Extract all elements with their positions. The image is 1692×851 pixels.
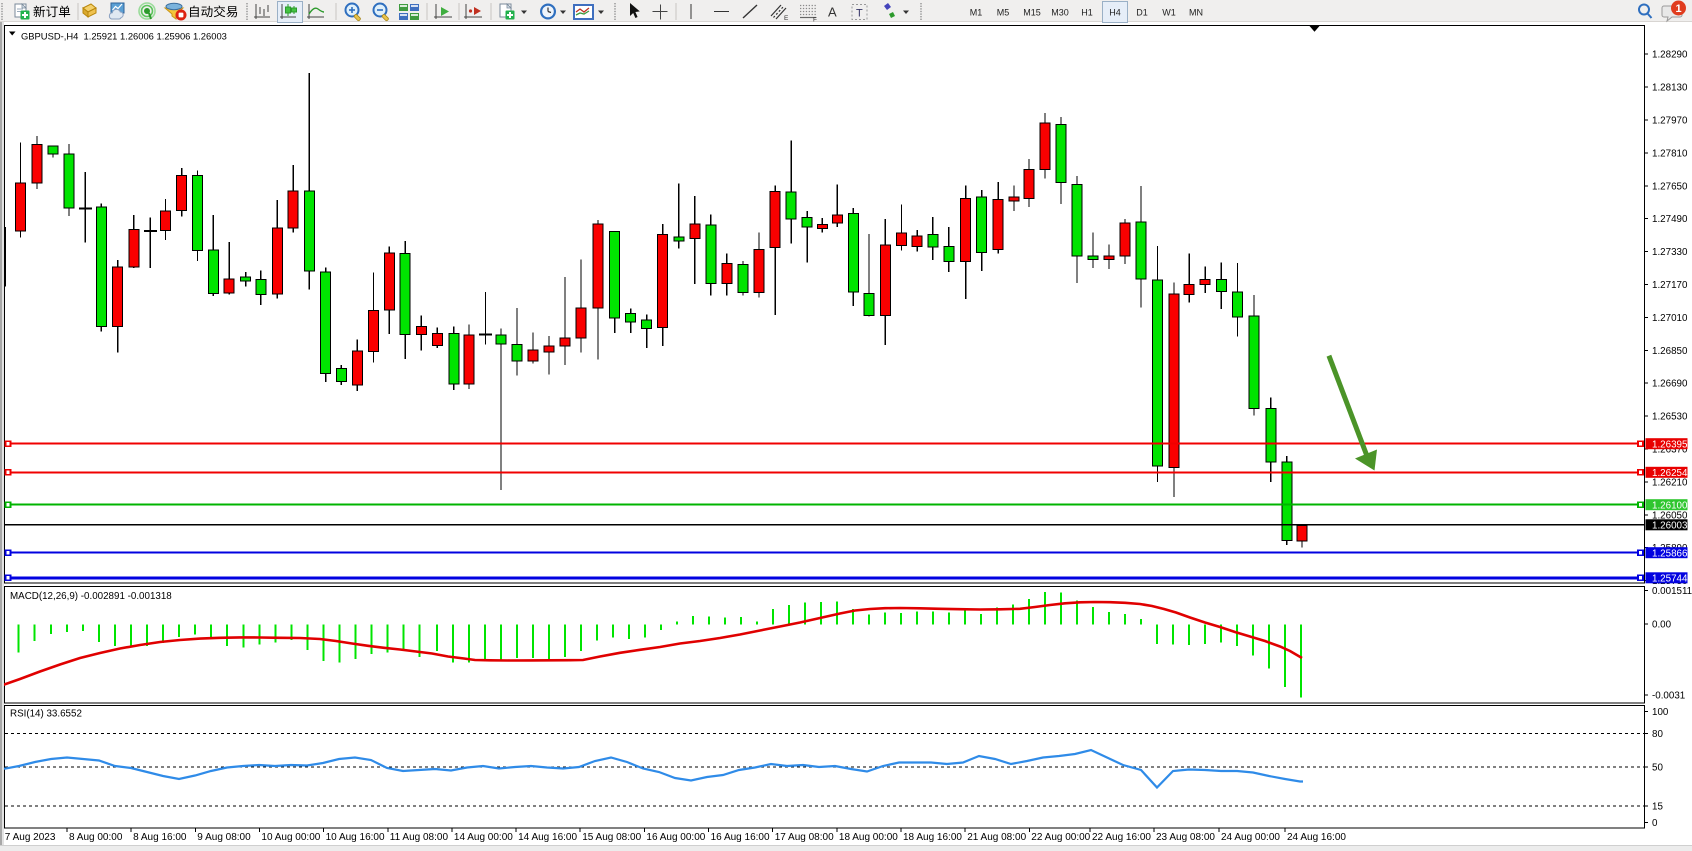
svg-text:1.26050: 1.26050 — [1652, 510, 1688, 521]
svg-text:D1: D1 — [1136, 8, 1148, 18]
svg-text:M30: M30 — [1051, 8, 1069, 18]
svg-text:1.27970: 1.27970 — [1652, 116, 1688, 127]
svg-text:21 Aug 08:00: 21 Aug 08:00 — [967, 832, 1026, 843]
svg-text:1.27650: 1.27650 — [1652, 181, 1688, 192]
svg-text:22 Aug 16:00: 22 Aug 16:00 — [1092, 832, 1151, 843]
svg-text:T: T — [856, 8, 863, 20]
svg-text:0.00: 0.00 — [1652, 620, 1672, 631]
svg-text:50: 50 — [1652, 763, 1663, 774]
svg-text:MN: MN — [1189, 8, 1203, 18]
svg-text:GBPUSD-,H4 1.25921 1.26006 1.: GBPUSD-,H4 1.25921 1.26006 1.25906 1.260… — [21, 31, 227, 42]
svg-text:M5: M5 — [997, 8, 1010, 18]
svg-text:E: E — [784, 15, 789, 22]
svg-text:W1: W1 — [1162, 8, 1176, 18]
svg-text:M1: M1 — [970, 8, 983, 18]
svg-text:1.25744: 1.25744 — [1652, 574, 1688, 585]
svg-text:M15: M15 — [1023, 8, 1041, 18]
svg-text:1.28290: 1.28290 — [1652, 50, 1688, 61]
svg-text:1.26210: 1.26210 — [1652, 477, 1688, 488]
svg-text:1.25866: 1.25866 — [1652, 549, 1688, 560]
svg-text:H1: H1 — [1081, 8, 1093, 18]
svg-text:1: 1 — [1675, 3, 1681, 15]
svg-text:23 Aug 08:00: 23 Aug 08:00 — [1156, 832, 1215, 843]
svg-text:1.26370: 1.26370 — [1652, 445, 1688, 456]
svg-text:1.26395: 1.26395 — [1652, 440, 1688, 451]
svg-text:15: 15 — [1652, 802, 1663, 813]
svg-text:17 Aug 08:00: 17 Aug 08:00 — [775, 832, 834, 843]
svg-text:11 Aug 08:00: 11 Aug 08:00 — [390, 832, 449, 843]
svg-text:H4: H4 — [1109, 8, 1121, 18]
svg-text:18 Aug 16:00: 18 Aug 16:00 — [903, 832, 962, 843]
svg-text:-0.0031: -0.0031 — [1652, 691, 1685, 702]
svg-text:15 Aug 08:00: 15 Aug 08:00 — [582, 832, 641, 843]
svg-text:22 Aug 00:00: 22 Aug 00:00 — [1031, 832, 1090, 843]
svg-text:1.27010: 1.27010 — [1652, 313, 1688, 324]
svg-text:0: 0 — [1652, 818, 1658, 829]
svg-text:1.26100: 1.26100 — [1652, 501, 1688, 512]
svg-text:10 Aug 16:00: 10 Aug 16:00 — [326, 832, 385, 843]
svg-text:16 Aug 16:00: 16 Aug 16:00 — [711, 832, 770, 843]
svg-text:24 Aug 16:00: 24 Aug 16:00 — [1287, 832, 1346, 843]
svg-text:1.28130: 1.28130 — [1652, 83, 1688, 94]
svg-text:1.27330: 1.27330 — [1652, 247, 1688, 258]
svg-text:0.001511: 0.001511 — [1652, 586, 1692, 597]
svg-text:14 Aug 16:00: 14 Aug 16:00 — [518, 832, 577, 843]
svg-text:F: F — [813, 17, 817, 24]
svg-text:8 Aug 00:00: 8 Aug 00:00 — [69, 832, 123, 843]
svg-text:16 Aug 00:00: 16 Aug 00:00 — [646, 832, 705, 843]
svg-text:MACD(12,26,9) -0.002891 -0.001: MACD(12,26,9) -0.002891 -0.001318 — [10, 591, 172, 602]
svg-text:1.26850: 1.26850 — [1652, 346, 1688, 357]
svg-text:7 Aug 2023: 7 Aug 2023 — [5, 832, 56, 843]
svg-text:1.26690: 1.26690 — [1652, 379, 1688, 390]
svg-text:1.26254: 1.26254 — [1652, 468, 1688, 479]
svg-text:1.27490: 1.27490 — [1652, 214, 1688, 225]
svg-text:14 Aug 00:00: 14 Aug 00:00 — [454, 832, 513, 843]
svg-text:18 Aug 00:00: 18 Aug 00:00 — [839, 832, 898, 843]
svg-text:80: 80 — [1652, 729, 1663, 740]
svg-text:1.26530: 1.26530 — [1652, 412, 1688, 423]
svg-text:9 Aug 08:00: 9 Aug 08:00 — [197, 832, 251, 843]
svg-text:24 Aug 00:00: 24 Aug 00:00 — [1221, 832, 1280, 843]
svg-text:1.27170: 1.27170 — [1652, 280, 1688, 291]
svg-text:1.27810: 1.27810 — [1652, 148, 1688, 159]
svg-text:RSI(14) 33.6552: RSI(14) 33.6552 — [10, 709, 82, 720]
svg-text:A: A — [828, 5, 837, 20]
svg-text:100: 100 — [1652, 707, 1669, 718]
svg-text:1.26003: 1.26003 — [1652, 521, 1688, 532]
svg-text:8 Aug 16:00: 8 Aug 16:00 — [133, 832, 187, 843]
svg-text:10 Aug 00:00: 10 Aug 00:00 — [261, 832, 320, 843]
